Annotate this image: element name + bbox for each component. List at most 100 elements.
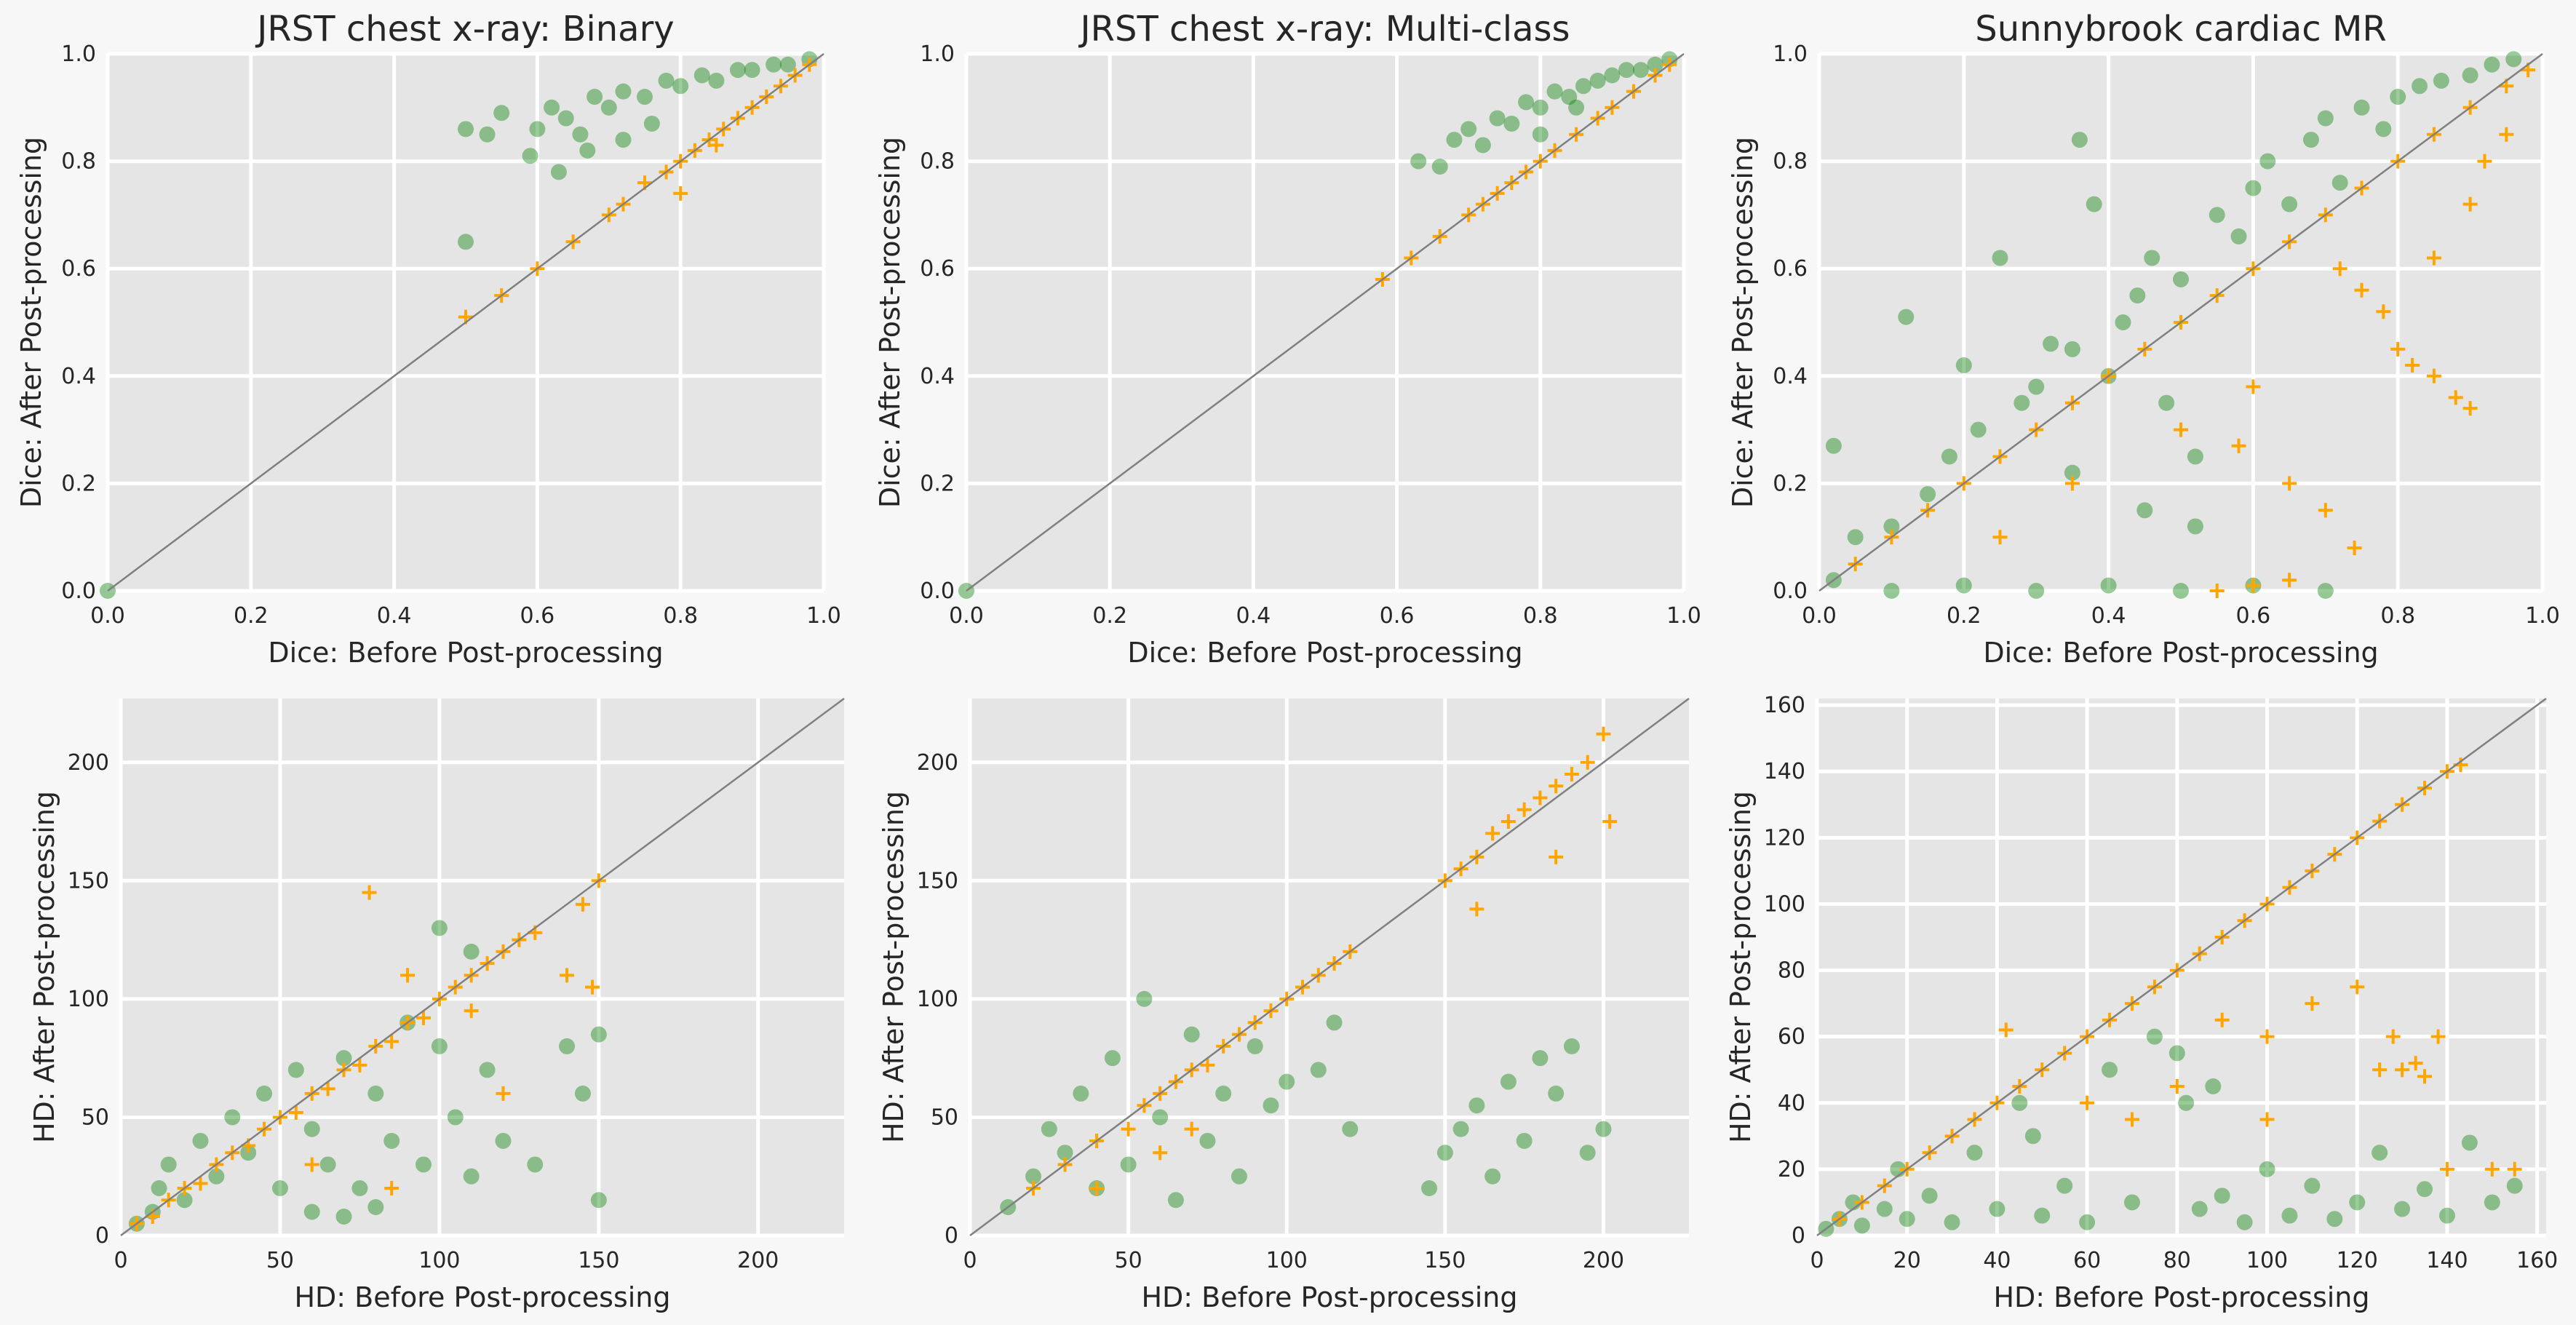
identity-line bbox=[969, 697, 1690, 1237]
data-point bbox=[383, 1132, 400, 1149]
data-point bbox=[1533, 790, 1548, 805]
x-tick-label: 100 bbox=[418, 1248, 460, 1273]
y-tick-label: 0.4 bbox=[61, 364, 96, 389]
x-axis-label: HD: Before Post-processing bbox=[1993, 1281, 2369, 1313]
data-point bbox=[2282, 476, 2297, 491]
data-point bbox=[1596, 726, 1611, 741]
data-point bbox=[1989, 1201, 2005, 1217]
data-point bbox=[1468, 1097, 1485, 1114]
data-point bbox=[2056, 1177, 2073, 1194]
x-tick-label: 50 bbox=[266, 1248, 294, 1273]
data-point bbox=[2507, 1161, 2522, 1177]
data-point bbox=[2064, 341, 2080, 357]
data-point bbox=[1899, 1211, 1915, 1227]
y-tick-label: 50 bbox=[82, 1105, 109, 1130]
data-point bbox=[1436, 1145, 1453, 1161]
y-tick-label: 0.0 bbox=[61, 578, 96, 604]
data-point bbox=[2347, 540, 2362, 555]
data-point bbox=[2394, 1201, 2411, 1217]
data-point bbox=[575, 896, 590, 912]
data-point bbox=[2123, 1194, 2140, 1211]
x-axis-label: HD: Before Post-processing bbox=[294, 1281, 670, 1313]
data-point bbox=[2158, 394, 2175, 411]
data-point bbox=[2376, 304, 2391, 319]
data-point bbox=[2064, 476, 2080, 491]
data-point bbox=[1474, 137, 1491, 154]
data-point bbox=[693, 67, 710, 84]
chart-panel-0: 0.0 0.2 0.4 0.6 0.8 1.0 0.0 0.2 0.4 0.6 0.8 1.0 JRST… bbox=[15, 9, 841, 669]
series-circle bbox=[1825, 51, 2522, 599]
y-tick-label: 40 bbox=[1778, 1091, 1805, 1116]
data-point bbox=[2173, 583, 2189, 599]
data-point bbox=[2231, 438, 2246, 453]
x-tick-label: 40 bbox=[1983, 1248, 2011, 1273]
identity-line bbox=[107, 53, 824, 592]
data-point bbox=[1342, 1121, 1359, 1137]
data-point bbox=[1532, 99, 1549, 116]
data-point bbox=[1184, 1121, 1199, 1137]
data-point bbox=[574, 1085, 591, 1102]
data-point bbox=[729, 62, 746, 79]
data-point bbox=[560, 968, 575, 983]
data-point bbox=[303, 1121, 320, 1137]
data-point bbox=[2499, 127, 2514, 142]
data-point bbox=[2462, 401, 2478, 416]
series-circle bbox=[1000, 990, 1612, 1215]
data-point bbox=[495, 1132, 512, 1149]
data-point bbox=[176, 1192, 193, 1209]
data-point bbox=[304, 1157, 319, 1172]
data-point bbox=[1500, 814, 1516, 829]
data-point bbox=[1446, 132, 1463, 148]
x-tick-label: 0.6 bbox=[1380, 603, 1415, 629]
data-point bbox=[1563, 1038, 1580, 1054]
x-tick-label: 1.0 bbox=[806, 603, 841, 629]
data-point bbox=[766, 56, 782, 73]
y-axis-label: HD: After Post-processing bbox=[1725, 791, 1757, 1143]
data-point bbox=[2169, 1079, 2185, 1094]
series-circle bbox=[958, 51, 1678, 599]
data-point bbox=[1120, 1156, 1137, 1173]
data-point bbox=[1944, 1214, 1960, 1230]
data-point bbox=[1589, 72, 1606, 89]
chart-panel-2: 0.0 0.2 0.4 0.6 0.8 1.0 0.0 0.2 0.4 0.6 0.8 1.0 Sunn… bbox=[1727, 9, 2560, 669]
data-point bbox=[2484, 1161, 2500, 1177]
data-point bbox=[1992, 530, 2008, 545]
data-point bbox=[2259, 1161, 2275, 1177]
data-point bbox=[559, 1038, 576, 1054]
x-tick-label: 0.8 bbox=[2380, 603, 2415, 629]
data-point bbox=[2317, 583, 2334, 599]
y-tick-label: 0 bbox=[945, 1223, 958, 1249]
data-point bbox=[2281, 196, 2298, 212]
data-point bbox=[1460, 121, 1477, 138]
data-point bbox=[384, 1034, 399, 1049]
data-point bbox=[2259, 1029, 2275, 1044]
data-point bbox=[2417, 1069, 2432, 1084]
y-tick-label: 100 bbox=[1764, 891, 1805, 917]
data-point bbox=[590, 1026, 607, 1043]
data-point bbox=[479, 126, 496, 143]
data-point bbox=[1853, 1217, 1870, 1234]
data-point bbox=[1883, 583, 1900, 599]
data-point bbox=[1231, 1168, 1247, 1185]
data-point bbox=[367, 1198, 384, 1215]
data-point bbox=[2100, 577, 2117, 594]
data-point bbox=[400, 968, 416, 983]
y-tick-label: 0.0 bbox=[920, 578, 955, 604]
data-point bbox=[1595, 1121, 1612, 1137]
x-tick-label: 0 bbox=[114, 1248, 127, 1273]
y-tick-label: 0.2 bbox=[920, 471, 955, 496]
data-point bbox=[431, 1038, 448, 1054]
data-point bbox=[600, 99, 617, 116]
data-point bbox=[522, 148, 538, 164]
data-point bbox=[590, 1192, 607, 1209]
data-point bbox=[615, 132, 632, 148]
data-point bbox=[2080, 1095, 2095, 1110]
data-point bbox=[2173, 271, 2189, 287]
chart-panel-1: 0.0 0.2 0.4 0.6 0.8 1.0 0.0 0.2 0.4 0.6 0.8 1.0 JRST… bbox=[874, 9, 1701, 669]
data-point bbox=[1484, 1168, 1501, 1185]
y-tick-label: 0.6 bbox=[1773, 256, 1808, 282]
data-point bbox=[2349, 1194, 2366, 1211]
data-point bbox=[2395, 1062, 2410, 1078]
y-tick-label: 0.0 bbox=[1773, 578, 1808, 604]
data-point bbox=[557, 110, 574, 127]
